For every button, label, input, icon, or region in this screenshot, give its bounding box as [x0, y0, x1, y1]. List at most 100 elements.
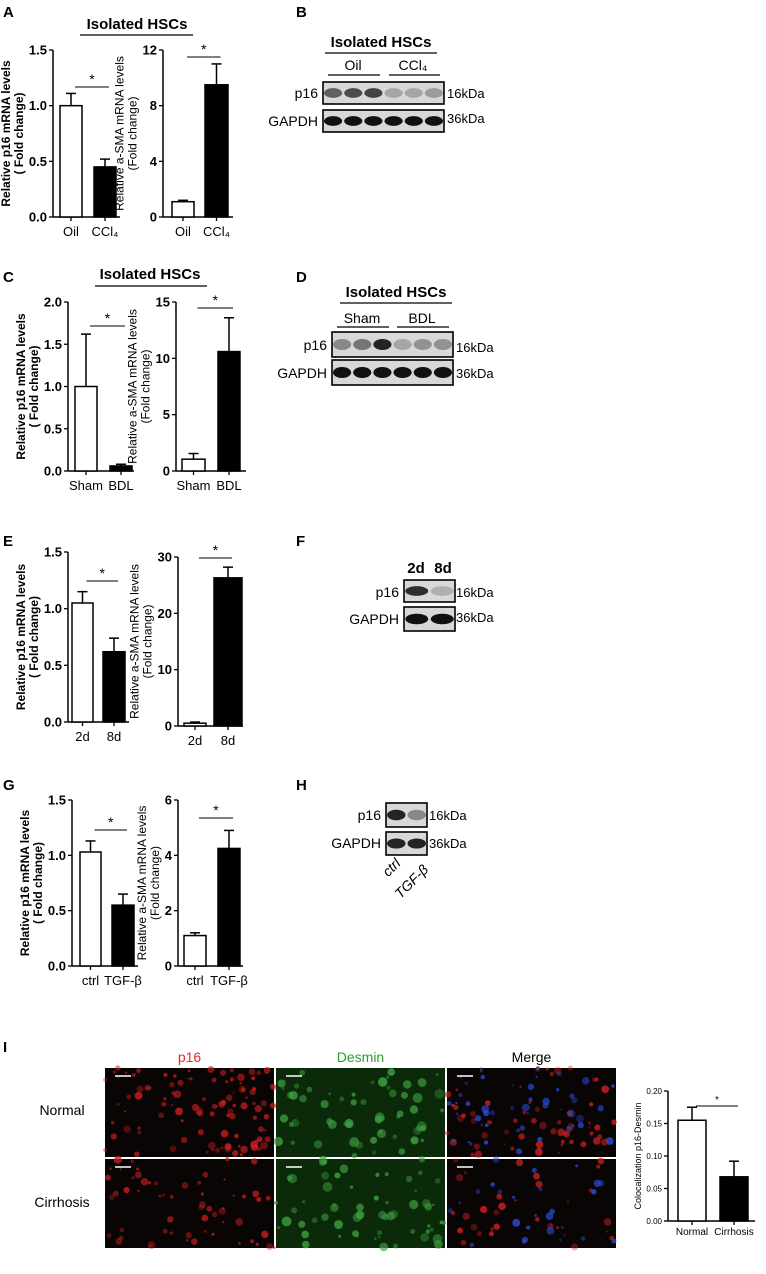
- lane-label: 8d: [434, 560, 452, 577]
- micrograph-merge-normal: [444, 1065, 617, 1158]
- micrograph-desmin-cirrhosis: [274, 1155, 447, 1252]
- y-tick-label: 0: [165, 719, 172, 734]
- x-tick-label: Cirrhosis: [714, 1227, 753, 1238]
- x-tick-label: ctrl: [82, 973, 99, 988]
- y-tick-label: 30: [158, 550, 172, 565]
- row-label: GAPDH: [331, 835, 381, 851]
- bar-chart-4: 0 5 10 15 Sham BDL * Relative a-SMA mRNA levels…: [126, 292, 246, 493]
- gapdh-blot: [322, 109, 445, 133]
- band: [404, 116, 423, 126]
- band: [430, 586, 454, 596]
- band: [405, 613, 429, 625]
- y-tick-label: 0.0: [44, 715, 62, 730]
- y-tick-label: 15: [156, 295, 170, 310]
- x-tick-label: 2d: [75, 729, 89, 744]
- charts: 0.0 0.5 1.0 1.5 Oil CCl₄ * Relative p16 mRNA le…: [0, 41, 755, 1238]
- bar-chart-5: 0.0 0.5 1.0 1.5 2d 8d * Relative p16 mRNA level…: [14, 545, 129, 744]
- y-tick-label: 1.5: [44, 545, 62, 560]
- blot-d: Isolated HSCs Sham BDL p16 GAPDH 16kDa 36kDa: [277, 284, 494, 386]
- group-label: Oil: [344, 57, 361, 73]
- y-tick-label: 0: [163, 464, 170, 479]
- band: [344, 88, 363, 98]
- x-tick-label: CCl₄: [92, 224, 119, 239]
- size-label: 36kDa: [447, 111, 485, 126]
- micrograph-merge-cirrhosis: [447, 1155, 617, 1251]
- micrograph-p16-cirrhosis: [105, 1155, 276, 1250]
- y-tick-label: 0.10: [646, 1152, 662, 1161]
- band: [404, 88, 423, 98]
- significance-star: *: [213, 542, 219, 558]
- band: [333, 367, 352, 378]
- row-label: p16: [295, 85, 319, 101]
- y-tick-label: 12: [143, 43, 157, 58]
- panel-label-b: B: [296, 4, 307, 21]
- band: [344, 116, 363, 126]
- panel-label-c: C: [3, 269, 14, 286]
- y-tick-label: 0.5: [44, 421, 62, 436]
- y-tick-label: 10: [158, 662, 172, 677]
- size-label: 16kDa: [429, 808, 467, 823]
- y-axis-label: ( Fold change): [27, 346, 41, 428]
- bar-chart-1: 0.0 0.5 1.0 1.5 Oil CCl₄ * Relative p16 mRNA le…: [0, 43, 120, 239]
- band: [413, 339, 432, 350]
- significance-star: *: [201, 41, 207, 57]
- y-tick-label: 1.0: [44, 379, 62, 394]
- band: [405, 586, 429, 596]
- significance-star: *: [715, 1095, 719, 1106]
- y-tick-label: 0.00: [646, 1217, 662, 1226]
- panel-label-g: G: [3, 777, 15, 794]
- x-tick-label: BDL: [216, 478, 241, 493]
- y-tick-label: 4: [150, 154, 158, 169]
- x-tick-label: TGF-β: [210, 973, 248, 988]
- x-tick-label: CCl₄: [203, 224, 230, 239]
- bar-0: [171, 200, 195, 218]
- column-label-desmin: Desmin: [337, 1049, 384, 1065]
- y-tick-label: 4: [165, 848, 173, 863]
- blot-title: Isolated HSCs: [346, 284, 447, 301]
- bar-chart-9: 0.00 0.05 0.10 0.15 0.20 Normal Cirrhosis * Colo…: [633, 1087, 755, 1238]
- band: [413, 367, 432, 378]
- band: [430, 613, 454, 625]
- y-tick-label: 0: [165, 959, 172, 974]
- y-axis-label: ( Fold change): [31, 842, 45, 924]
- band: [393, 339, 412, 350]
- y-tick-label: 6: [165, 793, 172, 808]
- panel-label-a: A: [3, 4, 14, 21]
- size-label: 16kDa: [447, 86, 485, 101]
- band: [384, 88, 403, 98]
- y-axis-label: (Fold change): [139, 349, 153, 423]
- y-tick-label: 8: [150, 98, 157, 113]
- band: [364, 88, 383, 98]
- gapdh-blot: [385, 831, 428, 856]
- blot-title: Isolated HSCs: [331, 34, 432, 51]
- band: [387, 809, 406, 821]
- y-axis-label: Colocalization p16-Desmin: [633, 1102, 643, 1209]
- bar-1: [217, 847, 241, 967]
- x-tick-label: Normal: [676, 1227, 708, 1238]
- band: [353, 367, 372, 378]
- y-tick-label: 0: [150, 210, 157, 225]
- bar-1: [109, 465, 133, 472]
- bar-chart-3: 0.0 0.5 1.0 1.5 2.0 Sham BDL * Relative p16 mRNA…: [14, 295, 134, 493]
- gapdh-blot: [331, 359, 454, 386]
- y-tick-label: 0.0: [48, 959, 66, 974]
- bar-0: [183, 722, 207, 727]
- band: [373, 339, 392, 350]
- microscopy-grid: p16 Desmin Merge Normal Cirrhosis: [34, 1049, 617, 1252]
- panel-label-d: D: [296, 269, 307, 286]
- x-tick-label: 8d: [221, 733, 235, 748]
- row-label: GAPDH: [277, 365, 327, 381]
- header-a: Isolated HSCs: [87, 16, 188, 33]
- y-axis-label: Relative p16 mRNA levels: [14, 564, 28, 711]
- y-axis-label: (Fold change): [148, 846, 162, 920]
- y-axis-label: Relative a-SMA mRNA levels: [135, 806, 149, 961]
- panel-label-e: E: [3, 533, 13, 550]
- band: [384, 116, 403, 126]
- y-axis-label: ( Fold change): [27, 596, 41, 678]
- size-label: 36kDa: [429, 836, 467, 851]
- y-tick-label: 1.0: [48, 848, 66, 863]
- band: [407, 838, 426, 849]
